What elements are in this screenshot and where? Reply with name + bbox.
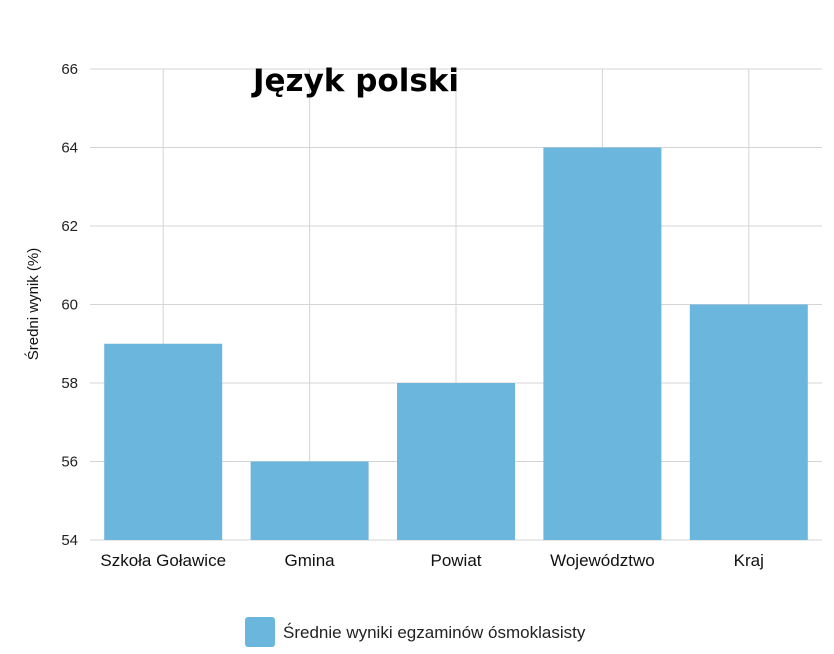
bar xyxy=(689,304,808,540)
legend: Średnie wyniki egzaminów ósmoklasisty xyxy=(245,617,586,647)
y-tick-label: 62 xyxy=(61,218,78,235)
y-tick-label: 54 xyxy=(61,532,78,549)
y-tick-label: 56 xyxy=(61,454,78,471)
bar xyxy=(397,383,515,540)
x-axis-categories: Szkoła Goławice Gmina Powiat Województwo Kra… xyxy=(100,551,764,570)
x-category-label: Gmina xyxy=(285,551,336,570)
chart-title: Język polski xyxy=(251,63,459,99)
legend-label: Średnie wyniki egzaminów ósmoklasisty xyxy=(283,623,586,642)
x-category-label: Kraj xyxy=(734,551,764,570)
y-axis-ticks: 54 56 58 60 62 64 66 xyxy=(61,61,78,549)
bar xyxy=(543,147,662,540)
y-axis-label: Średni wynik (%) xyxy=(24,248,42,361)
y-tick-label: 64 xyxy=(61,140,78,157)
y-tick-label: 58 xyxy=(61,375,78,392)
legend-swatch xyxy=(245,617,275,647)
x-category-label: Województwo xyxy=(550,551,655,570)
y-tick-label: 66 xyxy=(61,61,78,78)
y-tick-label: 60 xyxy=(61,297,78,314)
bar xyxy=(104,343,223,540)
x-category-label: Szkoła Goławice xyxy=(100,551,226,570)
bar xyxy=(250,461,369,540)
bars xyxy=(104,147,808,540)
x-category-label: Powiat xyxy=(430,551,481,570)
